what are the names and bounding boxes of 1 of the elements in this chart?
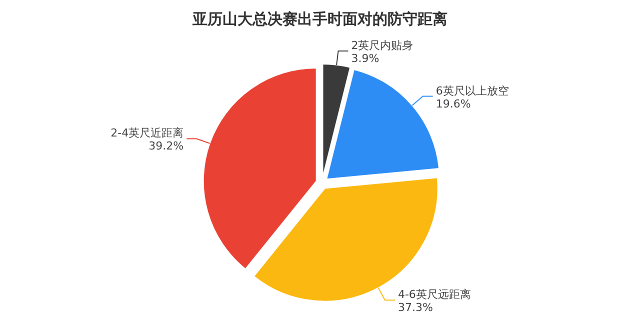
chart-title: 亚历山大总决赛出手时面对的防守距离: [192, 10, 448, 28]
